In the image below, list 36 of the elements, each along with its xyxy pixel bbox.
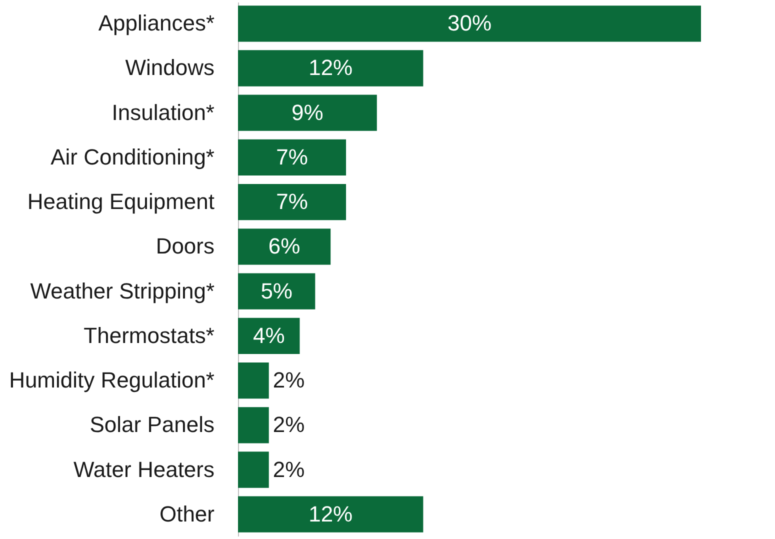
y-tick-label: Solar Panels — [90, 412, 214, 438]
data-label: 2% — [272, 412, 305, 438]
data-label: 4% — [252, 322, 285, 348]
y-tick-label: Humidity Regulation* — [9, 368, 215, 393]
data-label: 12% — [308, 501, 353, 526]
y-tick-label: Weather Stripping* — [30, 278, 215, 304]
y-tick-label: Heating Equipment — [27, 189, 214, 214]
y-tick-label: Windows — [125, 55, 214, 80]
data-label: 5% — [260, 278, 292, 304]
y-tick-label: Insulation* — [112, 100, 215, 125]
bar — [238, 50, 424, 86]
bar — [238, 407, 269, 444]
data-label: 7% — [276, 189, 308, 214]
bar — [238, 6, 701, 42]
bar — [238, 228, 331, 265]
data-label: 30% — [447, 10, 492, 36]
bar — [238, 452, 269, 488]
data-label: 2% — [272, 368, 305, 393]
y-tick-label: Doors — [156, 234, 214, 259]
y-tick-label: Other — [159, 501, 214, 526]
y-tick-label: Thermostats* — [84, 322, 215, 348]
y-tick-label: Air Conditioning* — [50, 144, 215, 170]
data-label: 6% — [268, 234, 300, 259]
bar — [238, 94, 377, 131]
y-tick-label: Appliances* — [98, 10, 215, 36]
y-tick-label: Water Heaters — [73, 456, 214, 482]
data-label: 9% — [292, 100, 324, 125]
data-label: 12% — [308, 55, 353, 80]
bar — [238, 139, 346, 176]
data-label: 2% — [272, 456, 305, 482]
data-label: 7% — [276, 144, 308, 170]
bar — [238, 496, 424, 532]
bar — [238, 184, 346, 220]
bar — [238, 362, 269, 399]
bar — [238, 273, 316, 310]
bar — [238, 318, 300, 354]
